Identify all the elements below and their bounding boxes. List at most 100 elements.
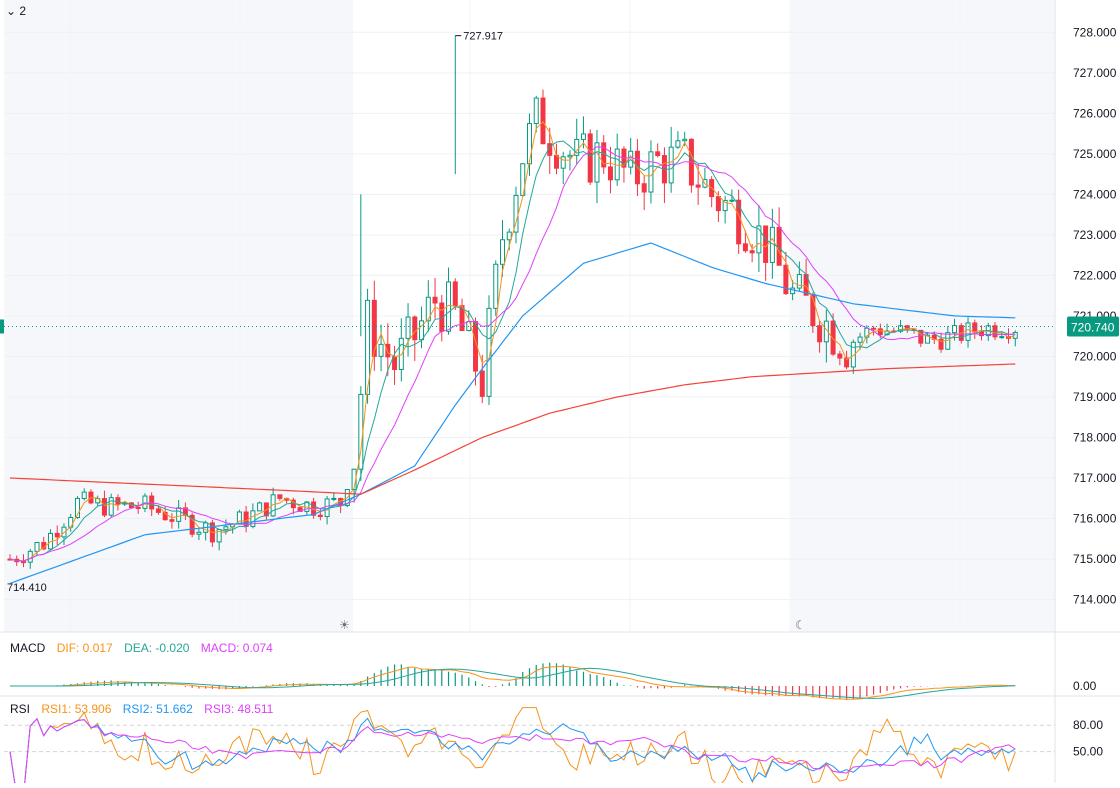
candle-body xyxy=(74,497,80,518)
candle-body xyxy=(857,336,863,343)
price-tick-label: 719.000 xyxy=(1073,390,1117,404)
candle-body xyxy=(486,307,492,397)
ma-slow-line xyxy=(9,146,1016,562)
rsi3-label: RSI3: 48.511 xyxy=(204,702,274,716)
candle-body xyxy=(223,526,229,531)
macd-dea-label: DEA: -0.020 xyxy=(124,641,190,655)
candle-body xyxy=(412,316,418,341)
ma-long-line xyxy=(9,363,1016,495)
interval-tag[interactable]: ⌄ 2 xyxy=(6,4,26,18)
candle-body xyxy=(925,334,931,344)
candle-body xyxy=(162,511,168,521)
macd-title: MACD xyxy=(10,641,46,655)
candle-body xyxy=(506,231,512,241)
candle-body xyxy=(675,140,681,148)
rsi3-line xyxy=(9,717,1016,788)
price-tick-label: 718.000 xyxy=(1073,431,1117,445)
candle-body xyxy=(493,263,499,309)
candle-body xyxy=(682,138,688,142)
last-price-label: 720.740 xyxy=(1071,320,1115,334)
candle-body xyxy=(641,183,647,193)
candle-body xyxy=(115,497,121,505)
candle-body xyxy=(567,154,573,158)
candle-body xyxy=(526,123,532,165)
candle-body xyxy=(34,542,40,552)
candle-body xyxy=(736,199,742,245)
candle-body xyxy=(898,325,904,332)
candle-body xyxy=(108,497,114,516)
macd-dif-line xyxy=(10,665,1016,700)
candle-body xyxy=(176,507,182,522)
candle-body xyxy=(317,514,323,518)
candle-body xyxy=(918,329,924,344)
candle-body xyxy=(871,327,877,330)
candle-body xyxy=(817,325,823,343)
moon-icon: ☾ xyxy=(795,618,806,632)
candle-body xyxy=(830,320,836,355)
candle-body xyxy=(965,322,971,341)
candle-body xyxy=(432,296,438,304)
rsi-title: RSI xyxy=(10,702,31,716)
candle-body xyxy=(479,370,485,397)
candle-body xyxy=(331,497,337,500)
candle-body xyxy=(587,133,593,183)
candle-body xyxy=(574,138,580,156)
macd-legend[interactable]: MACD DIF: 0.017 DEA: -0.020 MACD: 0.074 xyxy=(10,641,281,655)
high-label: 727.917 xyxy=(463,31,503,43)
candle-body xyxy=(371,299,377,357)
candle-body xyxy=(257,502,263,512)
candle-body xyxy=(452,281,458,307)
candle-body xyxy=(189,514,195,535)
candle-body xyxy=(844,357,850,368)
candle-body xyxy=(648,151,654,193)
price-tick-label: 722.000 xyxy=(1073,268,1117,282)
candle-body xyxy=(729,199,735,202)
candle-body xyxy=(742,243,748,252)
candle-body xyxy=(749,250,755,254)
last-price-edge-marker xyxy=(0,319,4,334)
candle-body xyxy=(419,320,425,341)
candle-body xyxy=(68,516,74,528)
sun-icon: ☀ xyxy=(339,618,350,632)
candle-body xyxy=(155,508,161,513)
candle-body xyxy=(425,296,431,322)
rsi1-label: RSI1: 53.906 xyxy=(41,702,112,716)
candle-body xyxy=(81,491,87,499)
candle-body xyxy=(756,225,762,254)
price-tick-label: 728.000 xyxy=(1073,25,1117,39)
price-tick-label: 714.000 xyxy=(1073,593,1117,607)
candle-body xyxy=(979,331,985,337)
candle-body xyxy=(999,336,1005,339)
candle-body xyxy=(142,495,148,509)
rsi-legend[interactable]: RSI RSI1: 53.906 RSI2: 51.662 RSI3: 48.5… xyxy=(10,702,281,716)
price-tick-label: 724.000 xyxy=(1073,187,1117,201)
candle-body xyxy=(850,341,856,368)
candle-body xyxy=(722,199,728,212)
candle-body xyxy=(837,353,843,359)
candle-body xyxy=(553,154,559,169)
candle-body xyxy=(101,498,107,516)
rsi2-label: RSI2: 51.662 xyxy=(122,702,193,716)
price-tick-label: 716.000 xyxy=(1073,512,1117,526)
candle-body xyxy=(54,532,60,538)
price-tick-label: 725.000 xyxy=(1073,147,1117,161)
candle-body xyxy=(810,294,816,327)
price-tick-label: 717.000 xyxy=(1073,471,1117,485)
macd-dif-label: DIF: 0.017 xyxy=(56,641,113,655)
candle-body xyxy=(250,510,256,527)
rsi-axis-tick: 80.00 xyxy=(1073,718,1103,732)
price-tick-label: 726.000 xyxy=(1073,106,1117,120)
macd-value-label: MACD: 0.074 xyxy=(200,641,273,655)
ma-60-line xyxy=(9,242,1016,584)
candle-body xyxy=(277,494,283,499)
candle-body xyxy=(763,225,769,263)
candle-body xyxy=(196,531,202,535)
candle-body xyxy=(540,97,546,145)
rsi2-line xyxy=(9,717,1016,788)
price-tick-label: 715.000 xyxy=(1073,552,1117,566)
candle-body xyxy=(135,507,141,510)
candle-body xyxy=(533,97,539,125)
candle-body xyxy=(938,338,944,350)
